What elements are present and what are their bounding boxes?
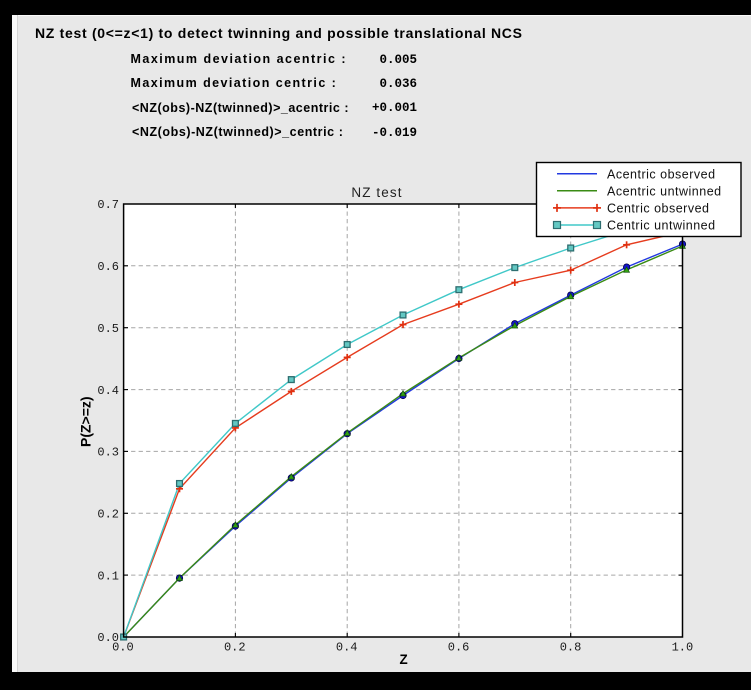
svg-text:0.3: 0.3 (97, 446, 119, 460)
svg-text:0.2: 0.2 (97, 508, 119, 522)
svg-text:0.0: 0.0 (97, 631, 119, 645)
svg-text:NZ test: NZ test (351, 185, 402, 200)
svg-text:Z: Z (400, 652, 408, 667)
svg-text:1.0: 1.0 (672, 641, 694, 655)
svg-text:Acentric observed: Acentric observed (607, 167, 716, 181)
svg-text:0.4: 0.4 (336, 641, 358, 655)
svg-text:0.7: 0.7 (97, 198, 119, 212)
svg-text:0.4: 0.4 (97, 384, 119, 398)
svg-text:Acentric untwinned: Acentric untwinned (607, 184, 722, 198)
svg-text:0.2: 0.2 (224, 641, 246, 655)
svg-text:0.0: 0.0 (112, 641, 134, 655)
svg-text:0.6: 0.6 (97, 260, 119, 274)
svg-text:P(Z>=z): P(Z>=z) (78, 396, 94, 447)
svg-text:Centric untwinned: Centric untwinned (607, 219, 716, 233)
svg-text:0.6: 0.6 (448, 641, 470, 655)
svg-text:0.5: 0.5 (97, 322, 119, 336)
svg-text:Centric observed: Centric observed (607, 202, 710, 216)
svg-text:0.1: 0.1 (97, 569, 119, 583)
svg-text:0.8: 0.8 (560, 641, 582, 655)
